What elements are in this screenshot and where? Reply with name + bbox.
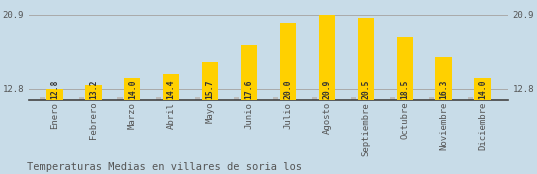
Bar xyxy=(396,37,413,100)
Bar xyxy=(78,97,84,100)
Bar xyxy=(118,97,122,100)
Text: 20.5: 20.5 xyxy=(361,80,371,99)
Bar xyxy=(195,97,200,100)
Text: 20.0: 20.0 xyxy=(284,80,293,99)
Text: 17.6: 17.6 xyxy=(244,80,253,99)
Bar xyxy=(429,97,434,100)
Bar xyxy=(358,18,374,100)
Text: 18.5: 18.5 xyxy=(400,80,409,99)
Bar xyxy=(390,97,395,100)
Bar xyxy=(163,74,179,100)
Text: 15.7: 15.7 xyxy=(206,80,215,99)
Bar xyxy=(312,97,317,100)
Bar xyxy=(280,23,296,100)
Bar xyxy=(468,97,473,100)
Bar xyxy=(46,89,63,100)
Bar xyxy=(85,85,101,100)
Bar xyxy=(474,78,491,100)
Text: 16.3: 16.3 xyxy=(439,80,448,99)
Bar xyxy=(156,97,162,100)
Text: 14.0: 14.0 xyxy=(478,80,487,99)
Bar xyxy=(318,15,335,100)
Bar xyxy=(40,97,45,100)
Bar xyxy=(241,45,257,100)
Bar xyxy=(234,97,240,100)
Bar xyxy=(124,78,141,100)
Text: 14.0: 14.0 xyxy=(128,80,137,99)
Bar xyxy=(351,97,356,100)
Text: Temperaturas Medias en villares de soria los: Temperaturas Medias en villares de soria… xyxy=(27,162,302,172)
Text: 20.9: 20.9 xyxy=(322,80,331,99)
Bar xyxy=(273,97,278,100)
Text: 14.4: 14.4 xyxy=(166,80,176,99)
Text: 13.2: 13.2 xyxy=(89,80,98,99)
Bar xyxy=(436,57,452,100)
Text: 12.8: 12.8 xyxy=(50,80,59,99)
Bar xyxy=(202,62,219,100)
